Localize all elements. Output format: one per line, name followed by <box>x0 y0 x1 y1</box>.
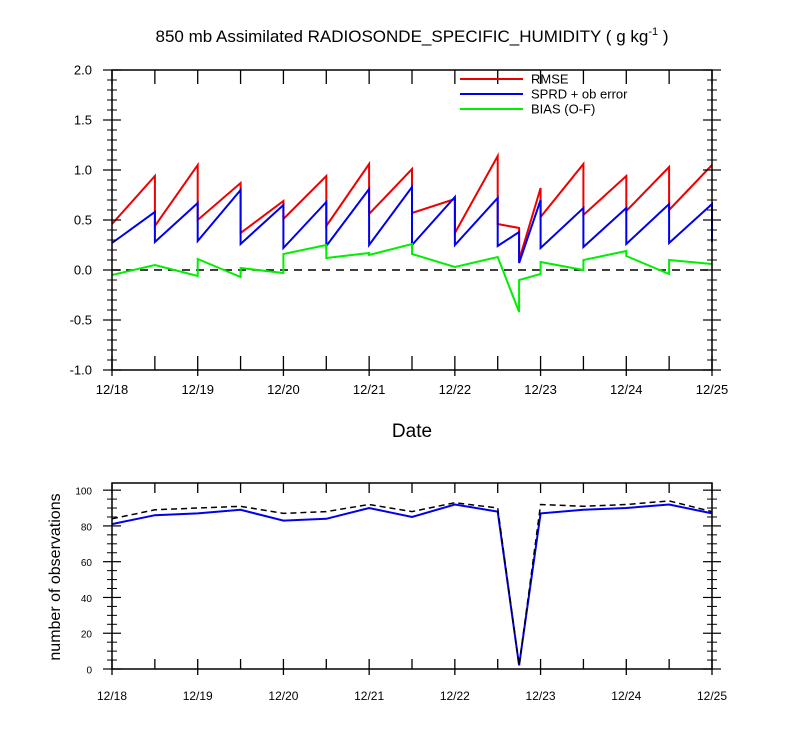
top-series-layer <box>111 152 713 313</box>
x-tick-label: 12/20 <box>268 689 298 703</box>
x-tick-label: 12/19 <box>181 382 214 397</box>
y-axis-label: number of observations <box>47 493 64 660</box>
series-line-observations-possible <box>111 500 713 666</box>
y-tick-label: 0 <box>86 666 92 677</box>
x-tick-label: 12/23 <box>526 689 556 703</box>
x-tick-label: 12/18 <box>96 382 129 397</box>
y-tick-label: 40 <box>81 594 93 605</box>
y-tick-label: 60 <box>81 558 93 569</box>
bottom-axis-ticks: 12/18 12/19 12/20 12/21 12/22 12/23 12/24 12/25… <box>75 483 727 703</box>
x-tick-label: 12/22 <box>440 689 470 703</box>
x-tick-label: 12/22 <box>439 382 472 397</box>
y-tick-label: 2.0 <box>74 63 92 78</box>
top-chart: 850 mb Assimilated RADIOSONDE_SPECIFIC_H… <box>70 26 729 442</box>
x-tick-label: 12/25 <box>696 382 729 397</box>
x-tick-label: 12/20 <box>267 382 300 397</box>
x-tick-label: 12/18 <box>97 689 127 703</box>
y-tick-label: -1.0 <box>70 363 92 378</box>
bottom-chart: 12/18 12/19 12/20 12/21 12/22 12/23 12/24 12/25… <box>47 482 727 703</box>
legend-label-sprd-ob-error: SPRD + ob error <box>531 87 628 102</box>
y-tick-label: 1.0 <box>74 163 92 178</box>
series-line-rmse <box>111 152 713 261</box>
x-tick-label: 12/23 <box>524 382 557 397</box>
y-tick-label: -0.5 <box>70 313 92 328</box>
bottom-series-layer <box>111 500 713 666</box>
x-tick-label: 12/24 <box>610 382 643 397</box>
legend-label-bias-o-f: BIAS (O-F) <box>531 102 595 117</box>
x-tick-label: 12/21 <box>353 382 386 397</box>
y-tick-label: 80 <box>81 522 93 533</box>
chart-title-tail: ) <box>658 27 668 46</box>
x-axis-label: Date <box>392 421 432 442</box>
x-tick-label: 12/21 <box>354 689 384 703</box>
top-axis-ticks: 12/18 12/19 12/20 12/21 12/22 12/23 12/24 12/25… <box>70 63 729 398</box>
series-line-observations-used <box>111 503 713 666</box>
y-tick-label: 20 <box>81 630 93 641</box>
chart-title: 850 mb Assimilated RADIOSONDE_SPECIFIC_H… <box>156 26 669 46</box>
x-tick-label: 12/25 <box>697 689 727 703</box>
y-tick-label: 0.5 <box>74 213 92 228</box>
chart-title-superscript: -1 <box>648 26 658 38</box>
y-tick-label: 1.5 <box>74 113 92 128</box>
x-tick-label: 12/19 <box>183 689 213 703</box>
y-tick-label: 100 <box>75 487 92 498</box>
series-line-sprd-ob-error <box>111 183 713 264</box>
legend-label-rmse: RMSE <box>531 72 569 87</box>
chart-title-text: 850 mb Assimilated RADIOSONDE_SPECIFIC_H… <box>156 27 649 46</box>
y-tick-label: 0.0 <box>74 263 92 278</box>
x-tick-label: 12/24 <box>611 689 641 703</box>
series-line-bias-o-f <box>111 242 713 313</box>
